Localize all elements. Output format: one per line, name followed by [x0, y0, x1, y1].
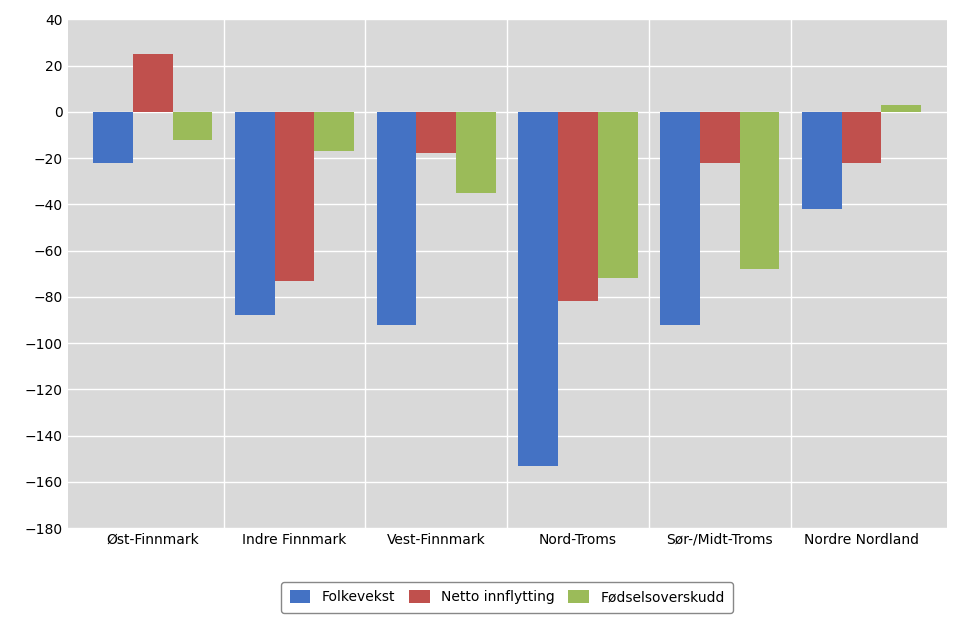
Bar — [314, 112, 354, 151]
Bar — [881, 105, 922, 112]
Bar — [274, 112, 314, 281]
Bar — [456, 112, 496, 193]
Bar — [133, 54, 173, 112]
Bar — [416, 112, 456, 153]
Bar — [235, 112, 274, 316]
Bar — [173, 112, 213, 140]
Bar — [598, 112, 638, 278]
Legend: Folkevekst, Netto innflytting, Fødselsoverskudd: Folkevekst, Netto innflytting, Fødselsov… — [281, 582, 733, 612]
Bar — [802, 112, 841, 209]
Bar — [519, 112, 558, 466]
Bar — [93, 112, 133, 163]
Bar — [740, 112, 780, 269]
Bar — [841, 112, 881, 163]
Bar — [377, 112, 416, 325]
Bar — [558, 112, 598, 301]
Bar — [661, 112, 700, 325]
Bar — [700, 112, 740, 163]
